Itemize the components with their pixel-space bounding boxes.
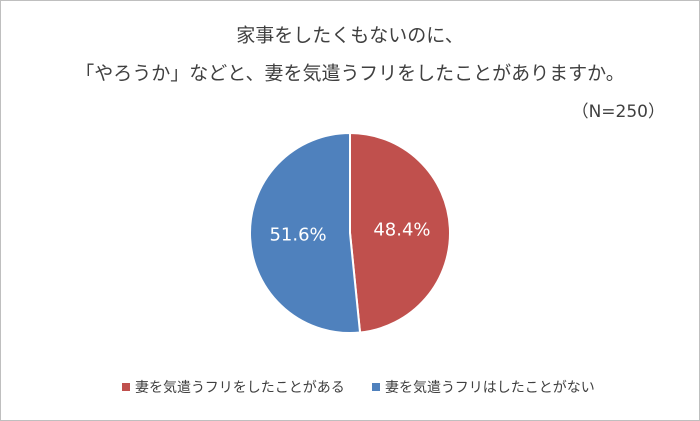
data-label: 51.6%	[269, 225, 326, 246]
legend-label: 妻を気遣うフリはしたことがない	[385, 380, 595, 396]
pie-slice	[249, 131, 362, 334]
data-label: 48.4%	[373, 219, 430, 240]
legend-swatch	[122, 383, 130, 391]
legend-swatch	[372, 383, 380, 391]
chart-title: 家事をしたくもないのに、	[236, 25, 463, 47]
chart-title: 「やろうか」などと、妻を気遣うフリをしたことがありますか。	[75, 63, 624, 85]
chart-subtitle: （N=250）	[572, 102, 665, 122]
legend-label: 妻を気遣うフリをしたことがある	[135, 380, 345, 396]
pie-slice	[349, 131, 451, 334]
